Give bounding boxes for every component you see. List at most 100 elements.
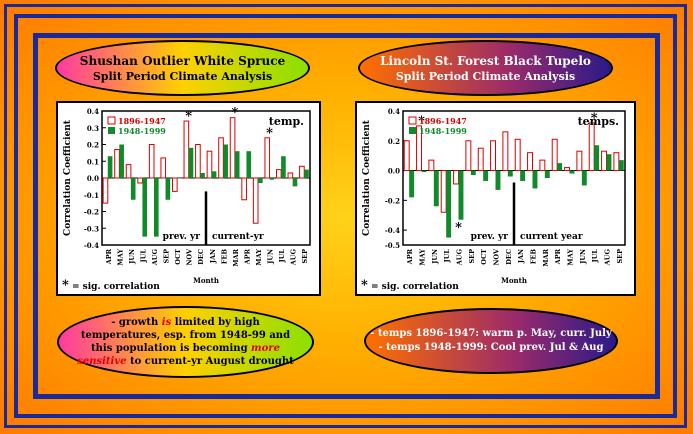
bar-1948-1999	[211, 171, 217, 178]
left-note-mid: limited by high temperatures, esp. from …	[80, 317, 291, 354]
bar-1896-1947	[137, 177, 143, 184]
left-chart: 0.4 0.3 0.2 0.1 0.0 -0.1 -0.2 -0.3 -0.4 Correlati…	[62, 106, 311, 293]
bar-1896-1947	[183, 120, 190, 179]
x-tick-label: FEB	[530, 249, 538, 265]
sig-legend-label: = sig. correlation	[72, 282, 160, 292]
y-tick-label: 0.3	[87, 124, 99, 133]
x-tick-label: AUG	[604, 249, 612, 267]
x-tick-label: JUN	[579, 249, 587, 265]
bar-1896-1947	[275, 169, 282, 179]
x-tick-label: JUL	[278, 249, 286, 264]
y-tick-label: 0.0	[388, 167, 400, 176]
bar-1948-1999	[581, 170, 587, 186]
bar-1896-1947	[576, 150, 583, 172]
legend-label-1896-1947: 1896-1947	[419, 116, 467, 126]
bar-1896-1947	[252, 177, 259, 224]
x-tick-label: JUL	[591, 249, 599, 264]
bar-1896-1947	[477, 147, 484, 172]
bar-1896-1947	[601, 150, 607, 172]
chart-title: temp.	[269, 115, 304, 128]
inner-border	[33, 33, 660, 399]
right-chart: 0.4 0.2 0.0 -0.2 -0.4 -0.5 Correlation Coeffic…	[361, 107, 626, 293]
bar-1948-1999	[606, 154, 612, 171]
bar-1896-1947	[551, 138, 558, 172]
y-tick-label: -0.5	[385, 241, 400, 250]
period-label-prev: prev. yr	[163, 232, 201, 242]
legend-swatch-1896-1947	[408, 116, 417, 125]
bar-1948-1999	[569, 170, 575, 174]
bar-1948-1999	[246, 151, 252, 178]
x-tick-label: SEP	[301, 249, 309, 264]
bar-1948-1999	[292, 178, 298, 187]
right-subtitle: Split Period Climate Analysis	[395, 69, 576, 83]
sig-asterisk: *	[185, 109, 192, 124]
x-tick-label: APR	[406, 248, 414, 265]
x-tick-label: NOV	[186, 248, 194, 265]
bar-1948-1999	[177, 178, 182, 179]
bar-1948-1999	[433, 170, 439, 207]
bar-1948-1999	[142, 178, 148, 237]
x-tick-label: JUN	[431, 249, 439, 265]
left-chart-panel: 0.4 0.3 0.2 0.1 0.0 -0.1 -0.2 -0.3 -0.4 Correlati…	[56, 101, 321, 296]
bar-1948-1999	[458, 170, 464, 220]
x-tick-label: JUN	[128, 249, 136, 265]
x-tick-label: JUL	[139, 249, 147, 264]
right-title: Lincoln St. Forest Black Tupelo	[380, 53, 591, 68]
bar-1896-1947	[148, 144, 155, 179]
bar-1948-1999	[258, 178, 263, 184]
right-chart-panel: 0.4 0.2 0.0 -0.2 -0.4 -0.5 Correlation Coeffic…	[355, 101, 636, 296]
bar-1896-1947	[527, 152, 533, 172]
x-tick-label: DEC	[505, 249, 513, 265]
left-note-is: is	[161, 317, 172, 328]
period-label-current: current year	[520, 232, 583, 242]
left-note-post: to current-yr August drought	[126, 356, 294, 367]
bar-1948-1999	[269, 178, 275, 180]
bar-1896-1947	[416, 125, 422, 172]
y-tick-label: 0.2	[87, 141, 99, 150]
x-tick-label: APR	[554, 248, 562, 265]
bar-1948-1999	[557, 163, 563, 171]
bar-1896-1947	[114, 149, 120, 179]
bar-1948-1999	[483, 170, 489, 181]
x-tick-label: MAY	[419, 249, 427, 266]
y-tick-label: 0.1	[87, 157, 99, 166]
bar-1896-1947	[465, 140, 472, 172]
y-tick-label: -0.4	[385, 226, 400, 235]
legend-swatch-1896-1947	[107, 116, 116, 125]
left-subtitle: Split Period Climate Analysis	[92, 69, 273, 83]
sig-legend-asterisk: *	[62, 278, 69, 293]
bar-1948-1999	[409, 170, 415, 198]
sig-legend-label: = sig. correlation	[371, 282, 459, 292]
x-tick-label: APR	[105, 248, 113, 265]
bar-1896-1947	[453, 170, 459, 185]
right-title-oval: Lincoln St. Forest Black Tupelo Split Pe…	[358, 40, 613, 96]
x-tick-label: JAN	[517, 249, 525, 264]
bar-1896-1947	[564, 167, 570, 172]
x-tick-label: APR	[243, 248, 251, 265]
sig-asterisk: *	[591, 111, 598, 126]
bar-1948-1999	[544, 170, 550, 178]
x-tick-label: SEP	[616, 249, 624, 264]
bar-1896-1947	[490, 140, 496, 172]
bar-1896-1947	[613, 152, 620, 172]
bar-1948-1999	[618, 160, 624, 171]
y-tick-label: -0.1	[84, 191, 99, 200]
y-tick-label: 0.4	[87, 107, 99, 116]
y-tick-label: 0.2	[388, 137, 400, 146]
bar-1948-1999	[188, 147, 194, 178]
bar-1896-1947	[514, 138, 521, 172]
bar-1896-1947	[195, 144, 201, 179]
bar-1896-1947	[218, 137, 224, 179]
bar-1896-1947	[588, 122, 595, 172]
bar-1896-1947	[171, 177, 178, 192]
bar-1948-1999	[421, 170, 427, 173]
period-label-prev: prev. yr	[471, 232, 509, 242]
bar-1948-1999	[281, 156, 286, 178]
right-note-line-1: - temps 1896-1947: warm p. May, curr. Ju…	[370, 328, 612, 339]
y-tick-label: 0.0	[87, 174, 99, 183]
x-tick-label: FEB	[220, 249, 228, 265]
y-tick-label: 0.4	[388, 107, 400, 116]
sig-asterisk: *	[231, 106, 238, 121]
legend-swatch-1948-1999	[108, 127, 115, 134]
